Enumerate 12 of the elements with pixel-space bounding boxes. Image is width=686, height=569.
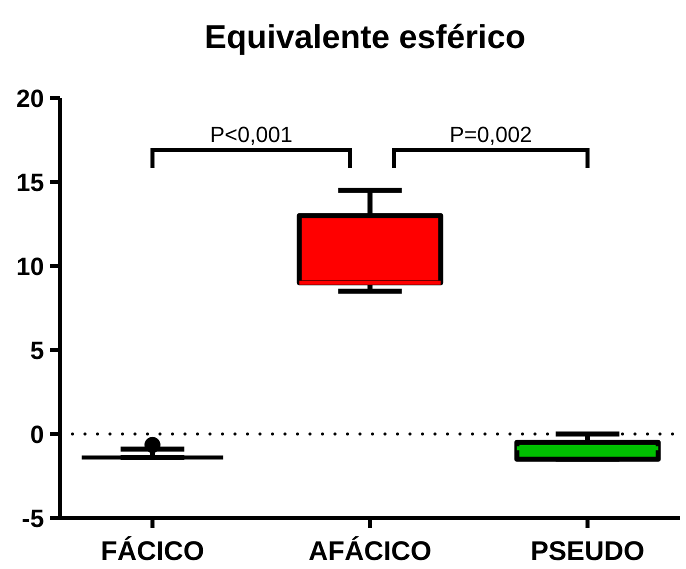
y-tick-label: 10 [16, 253, 44, 281]
annotation: P<0,001 [210, 122, 293, 147]
y-tick-label: 15 [16, 169, 44, 197]
x-tick-label: PSEUDO [530, 536, 645, 566]
y-tick-label: 5 [30, 337, 44, 365]
chart-title: Equivalente esférico [204, 18, 526, 55]
x-tick-label: FÁCICO [100, 536, 204, 566]
y-tick-label: 0 [30, 421, 44, 449]
annotation: P=0,002 [449, 122, 532, 147]
x-tick-label: AFÁCICO [308, 536, 432, 566]
y-tick-label: 20 [16, 85, 44, 113]
y-tick-label: -5 [22, 505, 44, 533]
